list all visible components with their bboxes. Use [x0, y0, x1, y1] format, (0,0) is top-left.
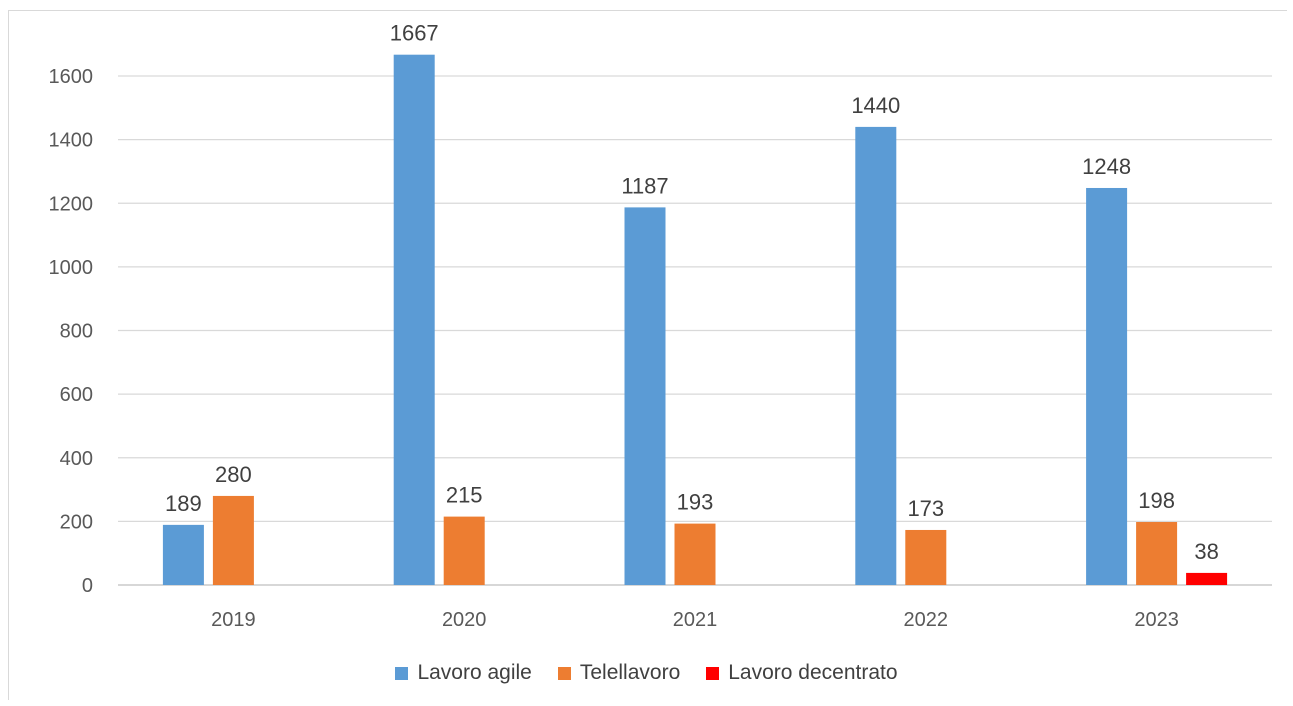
- data-label: 1187: [621, 173, 668, 198]
- legend-label: Lavoro decentrato: [728, 661, 898, 684]
- x-tick-label: 2023: [1134, 609, 1179, 631]
- x-tick-label: 2022: [904, 609, 949, 631]
- data-label: 1667: [390, 21, 439, 46]
- y-tick-label: 0: [82, 575, 93, 597]
- y-tick-label: 800: [60, 321, 93, 343]
- data-label: 1248: [1082, 154, 1131, 179]
- y-axis-ticks: 0 200 400 600 800 1000 1200 1400 1600: [49, 66, 94, 597]
- legend-item: Lavoro agile: [395, 661, 532, 685]
- x-tick-label: 2020: [442, 609, 487, 631]
- x-axis-ticks: 2019 2020 2021 2022 2023: [211, 609, 1179, 631]
- legend-item: Telellavoro: [557, 661, 681, 685]
- bar-lavoro-decentrato-2023: [1186, 572, 1228, 585]
- data-label: 193: [677, 490, 714, 515]
- bar-telellavoro-2019: [212, 495, 254, 585]
- data-label: 280: [215, 462, 252, 487]
- x-tick-label: 2019: [211, 609, 256, 631]
- legend-label: Telellavoro: [579, 661, 681, 684]
- bar-lavoro-agile-2019: [162, 524, 204, 585]
- y-tick-label: 1600: [49, 66, 94, 88]
- legend-item: Lavoro decentrato: [706, 661, 898, 685]
- y-tick-label: 1200: [49, 193, 94, 215]
- data-label: 189: [165, 491, 202, 516]
- y-tick-label: 200: [60, 511, 93, 533]
- y-tick-label: 1000: [49, 257, 94, 279]
- data-labels: 189 280 1667 215 1187 193 1440 173 1248 198 38: [165, 21, 1219, 564]
- legend-swatch: [706, 666, 720, 680]
- bar-telellavoro-2022: [905, 529, 947, 585]
- x-tick-label: 2021: [673, 609, 718, 631]
- bar-lavoro-agile-2022: [855, 126, 897, 586]
- legend: Lavoro agile Telellavoro Lavoro decentrato: [0, 658, 1293, 688]
- bar-lavoro-agile-2020: [393, 54, 435, 586]
- bar-telellavoro-2020: [443, 516, 485, 585]
- bar-lavoro-agile-2021: [624, 207, 666, 585]
- legend-label: Lavoro agile: [417, 661, 532, 684]
- legend-swatch: [395, 666, 409, 680]
- legend-swatch: [557, 666, 571, 680]
- data-label: 38: [1194, 539, 1218, 564]
- y-tick-label: 1400: [49, 130, 94, 152]
- data-label: 198: [1138, 488, 1175, 513]
- y-tick-label: 600: [60, 384, 93, 406]
- data-label: 1440: [851, 93, 900, 118]
- bar-telellavoro-2021: [674, 523, 716, 585]
- data-label: 215: [446, 483, 483, 508]
- bar-telellavoro-2023: [1136, 522, 1178, 585]
- chart-frame: [8, 10, 1287, 700]
- bar-lavoro-agile-2023: [1086, 187, 1128, 586]
- data-label: 173: [907, 496, 944, 521]
- bars: [162, 54, 1228, 586]
- y-tick-label: 400: [60, 448, 93, 470]
